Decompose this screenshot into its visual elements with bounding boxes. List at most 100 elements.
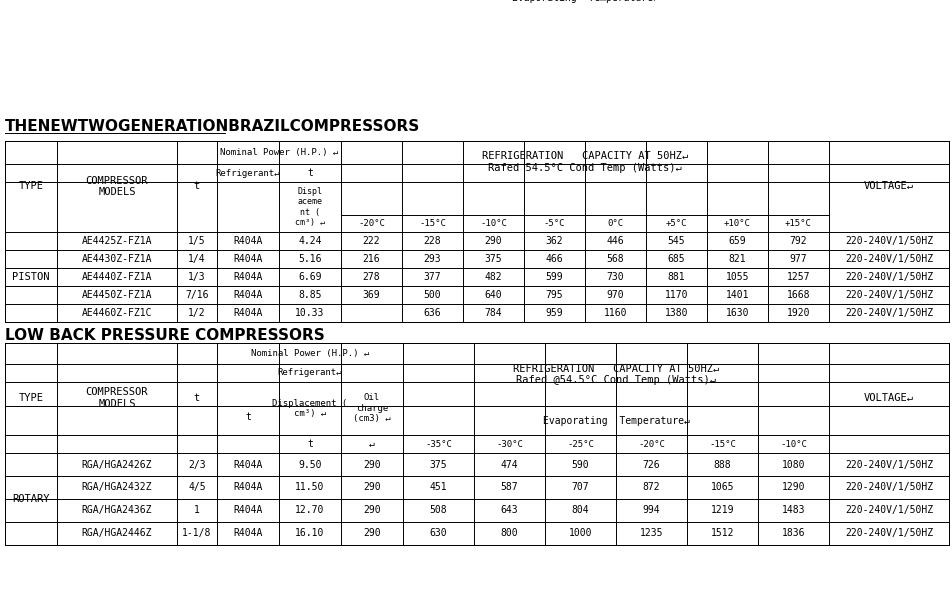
- Bar: [57, 142, 176, 231]
- Text: 474: 474: [501, 460, 518, 470]
- Text: 290: 290: [363, 528, 381, 538]
- Text: t: t: [194, 393, 200, 403]
- Text: 640: 640: [485, 290, 503, 300]
- Text: -10°C: -10°C: [480, 219, 506, 228]
- Text: 2/3: 2/3: [188, 460, 206, 470]
- Bar: [5, 343, 949, 545]
- Bar: [217, 142, 341, 164]
- Text: -20°C: -20°C: [358, 219, 385, 228]
- Text: R404A: R404A: [233, 254, 263, 264]
- Text: 1483: 1483: [782, 506, 805, 516]
- Text: 4.24: 4.24: [298, 235, 322, 246]
- Text: 220-240V/1/50HZ: 220-240V/1/50HZ: [845, 235, 933, 246]
- Text: 590: 590: [572, 460, 589, 470]
- Text: RGA/HGA2446Z: RGA/HGA2446Z: [82, 528, 152, 538]
- Text: ROTARY: ROTARY: [12, 494, 50, 504]
- Text: +15°C: +15°C: [785, 219, 812, 228]
- Bar: [217, 165, 279, 182]
- Bar: [342, 142, 828, 182]
- Bar: [404, 406, 828, 435]
- Text: 220-240V/1/50HZ: 220-240V/1/50HZ: [845, 290, 933, 300]
- Text: 375: 375: [429, 460, 447, 470]
- Text: 290: 290: [363, 460, 381, 470]
- Text: 222: 222: [363, 235, 380, 246]
- Text: RGA/HGA2436Z: RGA/HGA2436Z: [82, 506, 152, 516]
- Text: Evaporating  Temperature↵: Evaporating Temperature↵: [511, 0, 659, 3]
- Text: 1668: 1668: [786, 290, 810, 300]
- Text: R404A: R404A: [233, 308, 263, 318]
- Text: 500: 500: [424, 290, 442, 300]
- Text: 7/16: 7/16: [186, 290, 208, 300]
- Text: AE4440Z-FZ1A: AE4440Z-FZ1A: [82, 272, 152, 281]
- Text: 1160: 1160: [604, 308, 627, 318]
- Text: 278: 278: [363, 272, 380, 281]
- Text: 994: 994: [643, 506, 661, 516]
- Text: 636: 636: [424, 308, 442, 318]
- Text: 4/5: 4/5: [188, 482, 206, 492]
- Text: 12.70: 12.70: [295, 506, 325, 516]
- Bar: [5, 141, 949, 322]
- Bar: [57, 343, 176, 452]
- Text: COMPRESSOR
MODELS: COMPRESSOR MODELS: [86, 387, 149, 409]
- Text: RGA/HGA2432Z: RGA/HGA2432Z: [82, 482, 152, 492]
- Text: R404A: R404A: [233, 506, 263, 516]
- Text: 804: 804: [572, 506, 589, 516]
- Text: 685: 685: [667, 254, 685, 264]
- Bar: [217, 364, 403, 381]
- Text: -25°C: -25°C: [567, 440, 594, 449]
- Text: RGA/HGA2426Z: RGA/HGA2426Z: [82, 460, 152, 470]
- Bar: [280, 165, 341, 182]
- Text: 1/4: 1/4: [188, 254, 206, 264]
- Text: +10°C: +10°C: [724, 219, 751, 228]
- Text: 800: 800: [501, 528, 518, 538]
- Text: 1836: 1836: [782, 528, 805, 538]
- Bar: [342, 182, 828, 215]
- Text: COMPRESSOR
MODELS: COMPRESSOR MODELS: [86, 175, 149, 197]
- Text: 451: 451: [429, 482, 447, 492]
- Text: 377: 377: [424, 272, 442, 281]
- Text: 643: 643: [501, 506, 518, 516]
- Bar: [280, 382, 341, 435]
- Text: R404A: R404A: [233, 482, 263, 492]
- Text: 1/2: 1/2: [188, 308, 206, 318]
- Text: 1235: 1235: [640, 528, 664, 538]
- Text: AE4430Z-FZ1A: AE4430Z-FZ1A: [82, 254, 152, 264]
- Bar: [6, 232, 56, 321]
- Text: 5.16: 5.16: [298, 254, 322, 264]
- Text: 888: 888: [714, 460, 731, 470]
- Text: VOLTAGE↵: VOLTAGE↵: [864, 181, 914, 191]
- Text: TYPE: TYPE: [18, 181, 44, 191]
- Text: TYPE: TYPE: [18, 393, 44, 403]
- Text: 1: 1: [194, 506, 200, 516]
- Text: 707: 707: [572, 482, 589, 492]
- Text: 9.50: 9.50: [298, 460, 322, 470]
- Text: VOLTAGE↵: VOLTAGE↵: [864, 393, 914, 403]
- Text: 220-240V/1/50HZ: 220-240V/1/50HZ: [845, 460, 933, 470]
- Text: 1-1/8: 1-1/8: [183, 528, 211, 538]
- Text: 881: 881: [667, 272, 685, 281]
- Bar: [6, 343, 56, 452]
- Text: AE4450Z-FZ1A: AE4450Z-FZ1A: [82, 290, 152, 300]
- Text: 659: 659: [728, 235, 746, 246]
- Text: R404A: R404A: [233, 290, 263, 300]
- Text: 545: 545: [667, 235, 685, 246]
- Bar: [829, 142, 948, 231]
- Text: 821: 821: [728, 254, 746, 264]
- Text: 1/5: 1/5: [188, 235, 206, 246]
- Text: 369: 369: [363, 290, 380, 300]
- Text: Displacement (
cm³) ↵: Displacement ( cm³) ↵: [272, 398, 347, 418]
- Text: 792: 792: [790, 235, 807, 246]
- Text: 290: 290: [363, 506, 381, 516]
- Text: 220-240V/1/50HZ: 220-240V/1/50HZ: [845, 272, 933, 281]
- Text: 220-240V/1/50HZ: 220-240V/1/50HZ: [845, 528, 933, 538]
- Text: 220-240V/1/50HZ: 220-240V/1/50HZ: [845, 482, 933, 492]
- Text: 362: 362: [545, 235, 564, 246]
- Text: 290: 290: [485, 235, 503, 246]
- Text: 375: 375: [485, 254, 503, 264]
- Text: 977: 977: [790, 254, 807, 264]
- Text: R404A: R404A: [233, 272, 263, 281]
- Text: AE4460Z-FZ1C: AE4460Z-FZ1C: [82, 308, 152, 318]
- Text: 446: 446: [606, 235, 625, 246]
- Text: REFRIGERATION   CAPACITY AT 50HZ↵
Rafed 54.5°C Cond Temp (Watts)↵: REFRIGERATION CAPACITY AT 50HZ↵ Rafed 54…: [482, 151, 688, 173]
- Bar: [177, 142, 216, 231]
